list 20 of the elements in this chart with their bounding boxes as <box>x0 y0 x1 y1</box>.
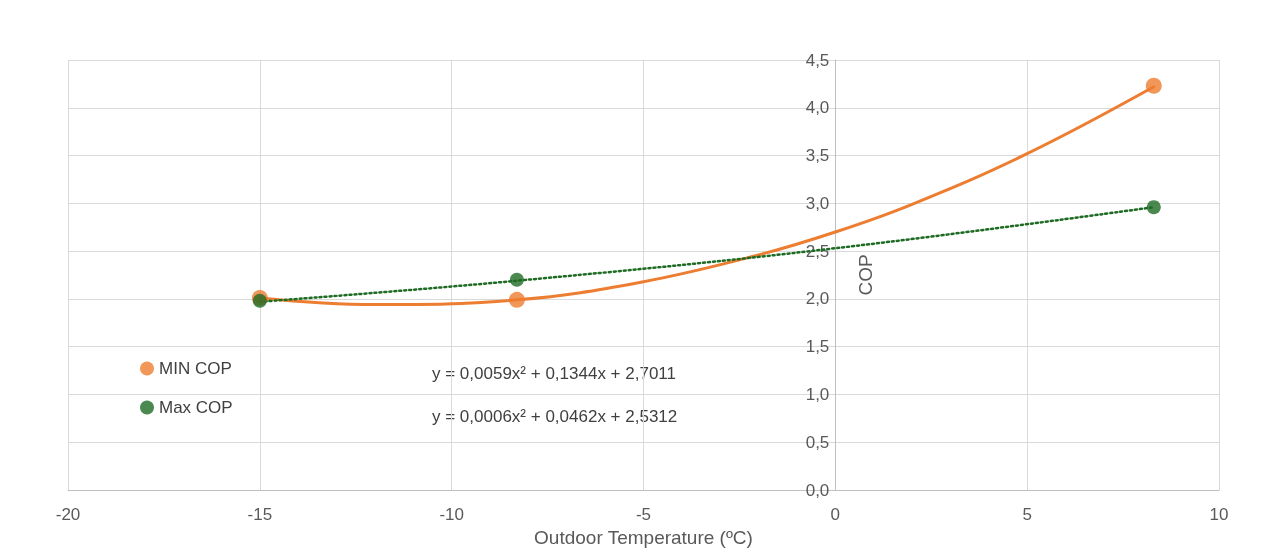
x-tick-label: 0 <box>830 505 841 524</box>
x-axis-title: Outdoor Temperature (ºC) <box>534 526 753 548</box>
y-tick-label: 3,0 <box>805 193 830 213</box>
x-tick-label: -20 <box>55 505 81 524</box>
x-tick-label: 5 <box>1022 505 1032 524</box>
x-tick-label: 10 <box>1209 505 1229 524</box>
x-tick-label: -15 <box>247 505 273 524</box>
y-tick-label: 4,5 <box>805 50 830 70</box>
y-tick-label: 1,5 <box>805 337 830 357</box>
y-tick-label: 0,5 <box>805 432 830 452</box>
x-tick-label: -10 <box>439 505 464 524</box>
y-tick-label: 1,0 <box>805 384 830 404</box>
y-tick-label: 3,5 <box>805 146 830 166</box>
y-axis-title: COP <box>855 254 877 296</box>
y-tick-label: 2,0 <box>805 289 830 309</box>
y-tick-label: 0,0 <box>805 480 830 500</box>
legend-label: MIN COP <box>159 359 232 378</box>
legend-label: Max COP <box>159 398 233 417</box>
y-tick-label: 4,0 <box>805 98 830 118</box>
x-tick-label: -5 <box>635 505 652 524</box>
